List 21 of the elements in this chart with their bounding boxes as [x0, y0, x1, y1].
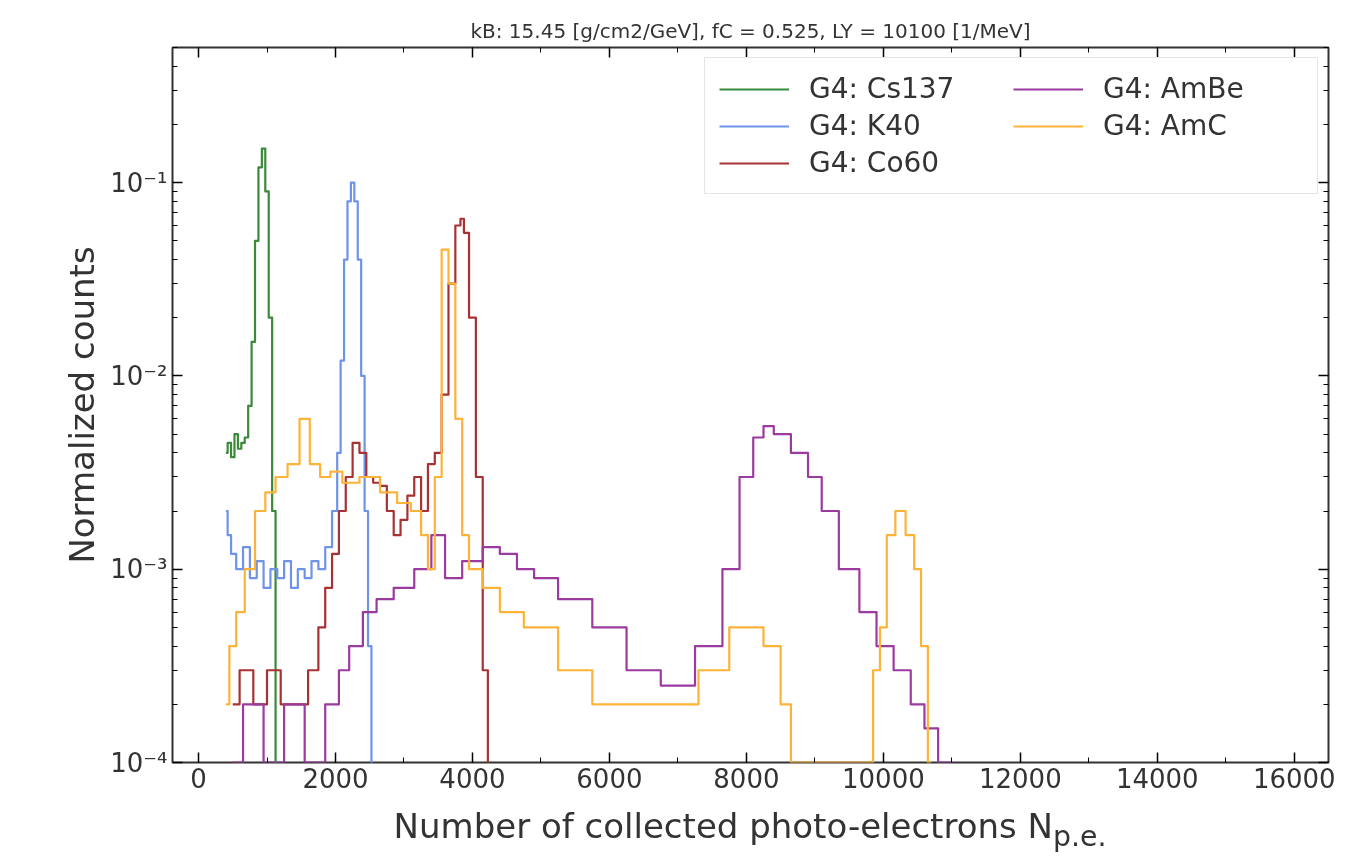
x-tick-label: 4000 — [439, 763, 506, 794]
x-tick-label: 12000 — [978, 763, 1062, 794]
x-tick-label: 0 — [190, 763, 207, 794]
x-tick-label: 8000 — [713, 763, 780, 794]
y-axis-title: Normalized counts — [62, 246, 103, 564]
x-tick-label: 16000 — [1252, 763, 1336, 794]
legend-label: G4: K40 — [809, 109, 922, 142]
y-tick-label: 10⁻¹ — [110, 167, 168, 198]
x-tick-label: 6000 — [576, 763, 643, 794]
legend-label: G4: Co60 — [809, 146, 941, 179]
legend-label: G4: AmBe — [1103, 72, 1245, 105]
chart-title: kB: 15.45 [g/cm2/GeV], fC = 0.525, LY = 10100 [1/MeV] — [470, 18, 1031, 43]
legend-label: G4: Cs137 — [809, 72, 956, 105]
x-tick-label: 14000 — [1115, 763, 1199, 794]
y-tick-label: 10⁻³ — [110, 554, 168, 585]
x-tick-label: 2000 — [302, 763, 369, 794]
x-tick-label: 10000 — [842, 763, 925, 794]
y-tick-label: 10⁻⁴ — [110, 747, 168, 778]
x-axis-title: Number of collected photo-electrons N$_{p.e.}$ — [393, 806, 1107, 855]
y-tick-label: 10⁻² — [110, 360, 168, 391]
legend-label: G4: AmC — [1103, 109, 1228, 142]
